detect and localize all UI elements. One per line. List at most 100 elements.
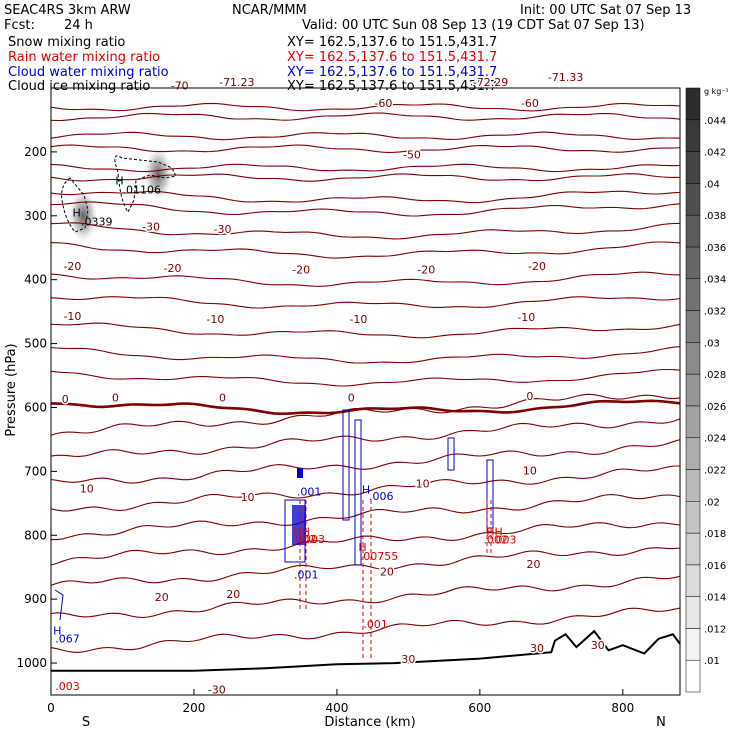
field-rain-name: Rain water mixing ratio — [8, 50, 161, 65]
contour-label: -10 — [206, 313, 224, 326]
colorbar-tick-label: .04 — [704, 179, 720, 190]
temperature-contour-13 — [50, 346, 681, 364]
contour-label: -10 — [63, 310, 81, 323]
colorbar-segment-3 — [685, 564, 701, 597]
colorbar-segment-1 — [685, 628, 701, 661]
colorbar-tick-label: .042 — [704, 148, 726, 159]
colorbar-tick-label: .014 — [704, 593, 726, 604]
colorbar-segment-5 — [685, 501, 701, 534]
fcst-value: 24 h — [64, 18, 93, 33]
max-annotation: .001 — [297, 486, 322, 499]
field-cloudwater-xy: XY= 162.5,137.6 to 151.5,431.7 — [287, 65, 498, 80]
colorbar-segment-6 — [685, 469, 701, 502]
x-end-label-north: N — [656, 715, 666, 730]
y-tick-label: 700 — [24, 464, 47, 478]
colorbar-segment-11 — [685, 310, 701, 343]
colorbar-tick-label: .024 — [704, 434, 726, 445]
contour-label: -10 — [517, 311, 535, 324]
y-tick-label: 600 — [24, 400, 47, 414]
max-annotation: .001 — [363, 618, 388, 631]
field-cloudice-xy: XY= 162.5,137.6 to 151.5,431.7 — [287, 79, 498, 94]
temperature-contour-17 — [50, 418, 681, 457]
colorbar-segment-9 — [685, 373, 701, 407]
field-cloudwater-name: Cloud water mixing ratio — [8, 65, 169, 80]
temperature-contour-24 — [50, 607, 681, 653]
colorbar-unit: g kg⁻¹ — [704, 87, 729, 96]
contour-label: -30 — [142, 220, 160, 233]
temperature-contour-4 — [50, 163, 681, 173]
temperature-contour-21 — [50, 522, 681, 566]
field-snow-name: Snow mixing ratio — [8, 35, 126, 50]
axis-layer: 0 200 400 600 800200300400500600700800900100… — [4, 145, 666, 730]
contour-label: -71.33 — [548, 71, 583, 84]
contour-label: 0 — [348, 392, 355, 405]
contour-label: 30 — [530, 642, 544, 655]
colorbar-segment-17 — [685, 119, 701, 152]
org-label: NCAR/MMM — [232, 3, 307, 18]
valid-time: Valid: 00 UTC Sun 08 Sep 13 (19 CDT Sat … — [302, 18, 645, 33]
contour-label: -30 — [214, 223, 232, 236]
x-tick-label: 200 — [183, 701, 206, 715]
temperature-contour-3 — [50, 144, 681, 153]
hydrometeor-contour-layer — [54, 155, 494, 660]
cloud-water-column-3 — [486, 459, 494, 529]
colorbar-tick-label: .034 — [704, 275, 726, 286]
max-annotation: .003 — [492, 534, 517, 547]
y-tick-label: 1000 — [16, 656, 47, 670]
colorbar-segment-4 — [685, 532, 701, 566]
plot-frame — [50, 87, 681, 696]
contour-label: -72.29 — [473, 76, 508, 89]
temperature-contour-18 — [50, 439, 681, 484]
temperature-contour-2 — [50, 131, 681, 141]
contour-label: -20 — [417, 263, 435, 276]
max-annotation: H — [115, 174, 123, 187]
temperature-contour-6 — [50, 190, 681, 204]
x-end-label-south: S — [82, 715, 90, 730]
contour-label: -50 — [403, 148, 421, 161]
colorbar-segment-14 — [685, 214, 701, 248]
contour-label: -20 — [63, 260, 81, 273]
temperature-contour-15 — [50, 399, 681, 415]
colorbar-tick-label: .02 — [704, 497, 720, 508]
field-cloudice-name: Cloud ice mixing ratio — [8, 79, 151, 94]
max-annotation: .0339 — [81, 215, 113, 228]
contour-label: 30 — [591, 639, 605, 652]
temperature-contour-12 — [50, 322, 681, 339]
max-annotation: HH — [293, 525, 310, 538]
snow-outline-upper — [114, 155, 177, 213]
colorbar-tick-label: .026 — [704, 402, 726, 413]
colorbar-tick-label: .036 — [704, 243, 726, 254]
temperature-contour-19 — [50, 465, 680, 512]
colorbar-segment-12 — [685, 278, 701, 311]
contour-label: 0 — [526, 390, 533, 403]
max-annotation: .00755 — [360, 550, 399, 563]
cloud-water-core-a — [292, 505, 306, 545]
colorbar-tick-label: .044 — [704, 116, 726, 127]
temperature-contour-11 — [50, 296, 681, 309]
terrain-layer — [51, 629, 681, 672]
max-annotation: .067 — [55, 633, 80, 646]
contour-label: -20 — [164, 262, 182, 275]
colorbar-segment-8 — [685, 405, 701, 438]
colorbar-segment-13 — [685, 246, 701, 279]
y-tick-label: 400 — [24, 273, 47, 287]
temperature-contour-1 — [50, 112, 681, 122]
max-annotation: H — [358, 541, 366, 554]
contour-label: 0 — [112, 392, 119, 405]
colorbar-segment-0 — [685, 659, 701, 693]
max-annotation: .001 — [294, 569, 319, 582]
contour-label: 30 — [401, 653, 415, 666]
cloud-water-left-edge — [54, 589, 64, 621]
contour-label: 0 — [62, 393, 69, 406]
contour-label: -10 — [349, 313, 367, 326]
max-annotation: .01106 — [122, 183, 160, 196]
contour-label: 20 — [155, 591, 169, 604]
y-tick-label: 900 — [24, 592, 47, 606]
contour-label: -20 — [292, 263, 310, 276]
temperature-contour-20 — [51, 494, 681, 541]
temperature-contour-0 — [50, 102, 681, 112]
temperature-contour-8 — [50, 222, 681, 240]
contour-label: -60 — [374, 97, 392, 110]
contour-label-layer: -70 -71.23 -72.29 -71.33 -60 -60 -50 -30 -30 -20 -… — [53, 69, 606, 698]
